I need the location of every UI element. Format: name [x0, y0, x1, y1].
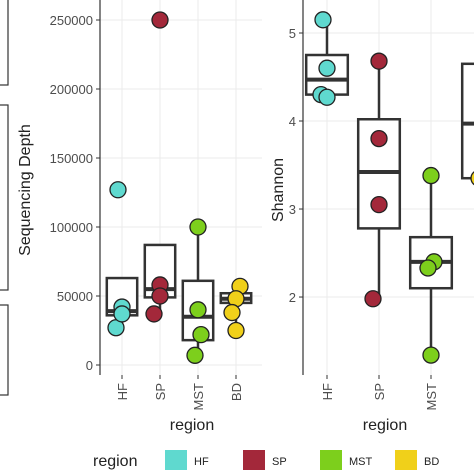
cropped-panel: [0, 104, 9, 291]
y-tick-label: 250000: [50, 13, 93, 28]
legend: region HF SP MST BD: [93, 450, 439, 470]
panel: [100, 0, 262, 375]
axes-labels: 0 50000 100000 150000 200000 250000 HF SP MST BD S…: [17, 0, 439, 434]
point: [145, 305, 163, 323]
point: [192, 325, 210, 344]
legend-label: HF: [194, 456, 209, 468]
y-tick-label: 100000: [50, 220, 93, 235]
legend-label: BD: [424, 456, 439, 468]
y-tick-label: 50000: [57, 289, 93, 304]
x-tick-label: BD: [229, 383, 244, 401]
y-tick-label: 5: [289, 26, 296, 41]
x-tick-label: SP: [372, 383, 387, 400]
legend-key: [320, 450, 342, 470]
point: [223, 303, 241, 322]
point: [370, 52, 388, 70]
point: [227, 321, 245, 340]
point: [318, 88, 336, 106]
y-tick-label: 0: [86, 358, 93, 373]
x-tick-label: HF: [115, 383, 130, 400]
x-tick-label: MST: [424, 383, 439, 411]
point: [470, 171, 474, 186]
y-tick-label: 2: [289, 290, 296, 305]
panel: [303, 0, 474, 375]
y-axis-label: Sequencing Depth: [17, 124, 34, 256]
y-tick-label: 3: [289, 202, 296, 217]
point: [113, 305, 131, 323]
point: [422, 166, 440, 185]
legend-label: SP: [272, 456, 287, 468]
point: [189, 301, 207, 319]
point: [109, 181, 127, 199]
point: [364, 290, 382, 308]
point: [422, 346, 440, 364]
box: [460, 62, 474, 180]
point: [151, 287, 169, 305]
point: [318, 59, 336, 77]
y-axis-label: Shannon: [270, 158, 287, 222]
x-axis-label: region: [170, 417, 214, 434]
legend-title: region: [93, 453, 137, 470]
cropped-panel: [0, 304, 9, 396]
x-axis-label: region: [363, 417, 407, 434]
legend-key: [165, 450, 187, 470]
x-tick-label: MST: [191, 383, 206, 411]
point: [151, 11, 169, 29]
point: [189, 218, 207, 236]
legend-label: MST: [349, 456, 373, 468]
x-tick-label: HF: [320, 383, 335, 400]
legend-key: [243, 450, 265, 470]
point: [314, 11, 332, 29]
point: [419, 259, 437, 277]
cropped-panel: [0, 0, 9, 86]
point: [186, 346, 204, 364]
y-tick-label: 4: [289, 114, 296, 129]
legend-key: [395, 450, 417, 470]
x-tick-label: SP: [153, 383, 168, 400]
point: [370, 129, 388, 148]
y-tick-label: 200000: [50, 82, 93, 97]
y-tick-label: 150000: [50, 151, 93, 166]
point: [370, 195, 388, 214]
